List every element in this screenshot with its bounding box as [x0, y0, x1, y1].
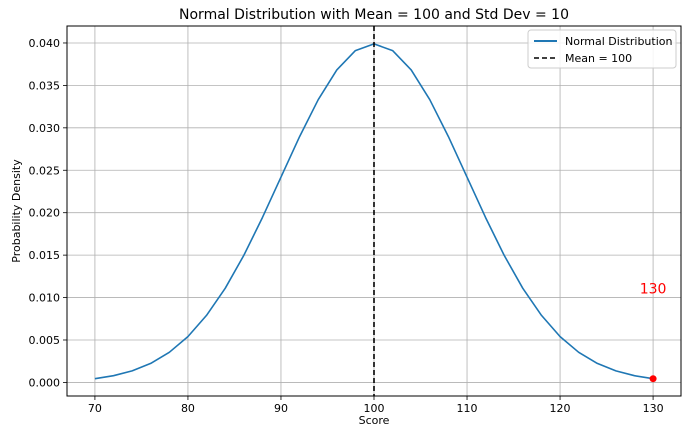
x-tick-label: 90 — [274, 402, 288, 415]
y-tick-label: 0.040 — [29, 37, 61, 50]
highlight-point — [649, 375, 657, 383]
legend-label-mean: Mean = 100 — [565, 52, 632, 65]
y-tick-label: 0.020 — [29, 207, 61, 220]
axis-ticks: 70 80 90 100 110 120 130 0.000 0.005 0.010 0.015 0.… — [29, 37, 664, 415]
legend-label-normal-distribution: Normal Distribution — [565, 35, 672, 48]
legend: Normal Distribution Mean = 100 — [527, 29, 677, 69]
x-tick-label: 130 — [643, 402, 664, 415]
x-tick-label: 120 — [550, 402, 571, 415]
highlight-point-label: 130 — [640, 281, 667, 297]
y-tick-label: 0.030 — [29, 122, 61, 135]
y-tick-label: 0.015 — [29, 249, 61, 262]
x-axis-title: Score — [359, 414, 390, 427]
plot-area: 130 — [94, 26, 667, 396]
chart-title: Normal Distribution with Mean = 100 and … — [179, 7, 569, 23]
y-tick-label: 0.035 — [29, 79, 61, 92]
y-tick-label: 0.005 — [29, 334, 61, 347]
y-tick-label: 0.025 — [29, 164, 61, 177]
y-axis-title: Probability Density — [10, 159, 23, 263]
x-tick-label: 80 — [181, 402, 195, 415]
x-tick-label: 110 — [457, 402, 478, 415]
y-tick-label: 0.000 — [29, 376, 61, 389]
x-tick-label: 70 — [88, 402, 102, 415]
y-tick-label: 0.010 — [29, 292, 61, 305]
legend-box — [527, 29, 677, 69]
x-tick-label: 100 — [364, 402, 385, 415]
